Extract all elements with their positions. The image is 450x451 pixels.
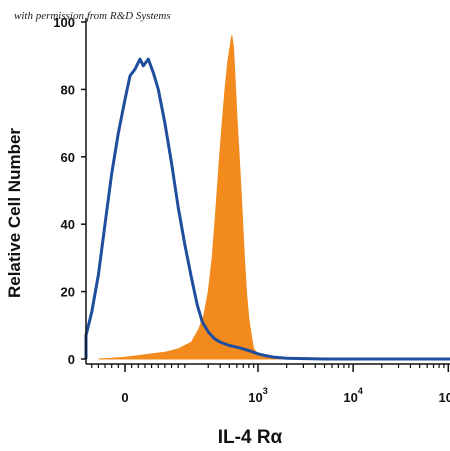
axes: 0 20 40 60 80 100 0 103 104 105 (53, 15, 450, 405)
y-tick-label: 0 (68, 352, 75, 367)
watermark-text: with permission from R&D Systems (14, 10, 171, 22)
x-tick-label: 103 (248, 386, 267, 405)
x-axis-title: IL-4 Rα (218, 427, 283, 448)
y-tick-label: 100 (53, 15, 75, 30)
series-1-filled-histogram (98, 35, 450, 360)
series-2-outline-histogram (84, 57, 450, 361)
y-tick-label: 20 (61, 285, 75, 300)
x-tick-label: 105 (439, 386, 450, 405)
x-tick-label: 104 (343, 386, 362, 405)
y-tick-label: 60 (61, 150, 75, 165)
y-tick-label: 80 (61, 82, 75, 97)
x-tick-label: 0 (121, 390, 128, 405)
y-tick-label: 40 (61, 217, 75, 232)
y-axis-title: Relative Cell Number (5, 128, 24, 298)
plot-area (84, 35, 450, 361)
